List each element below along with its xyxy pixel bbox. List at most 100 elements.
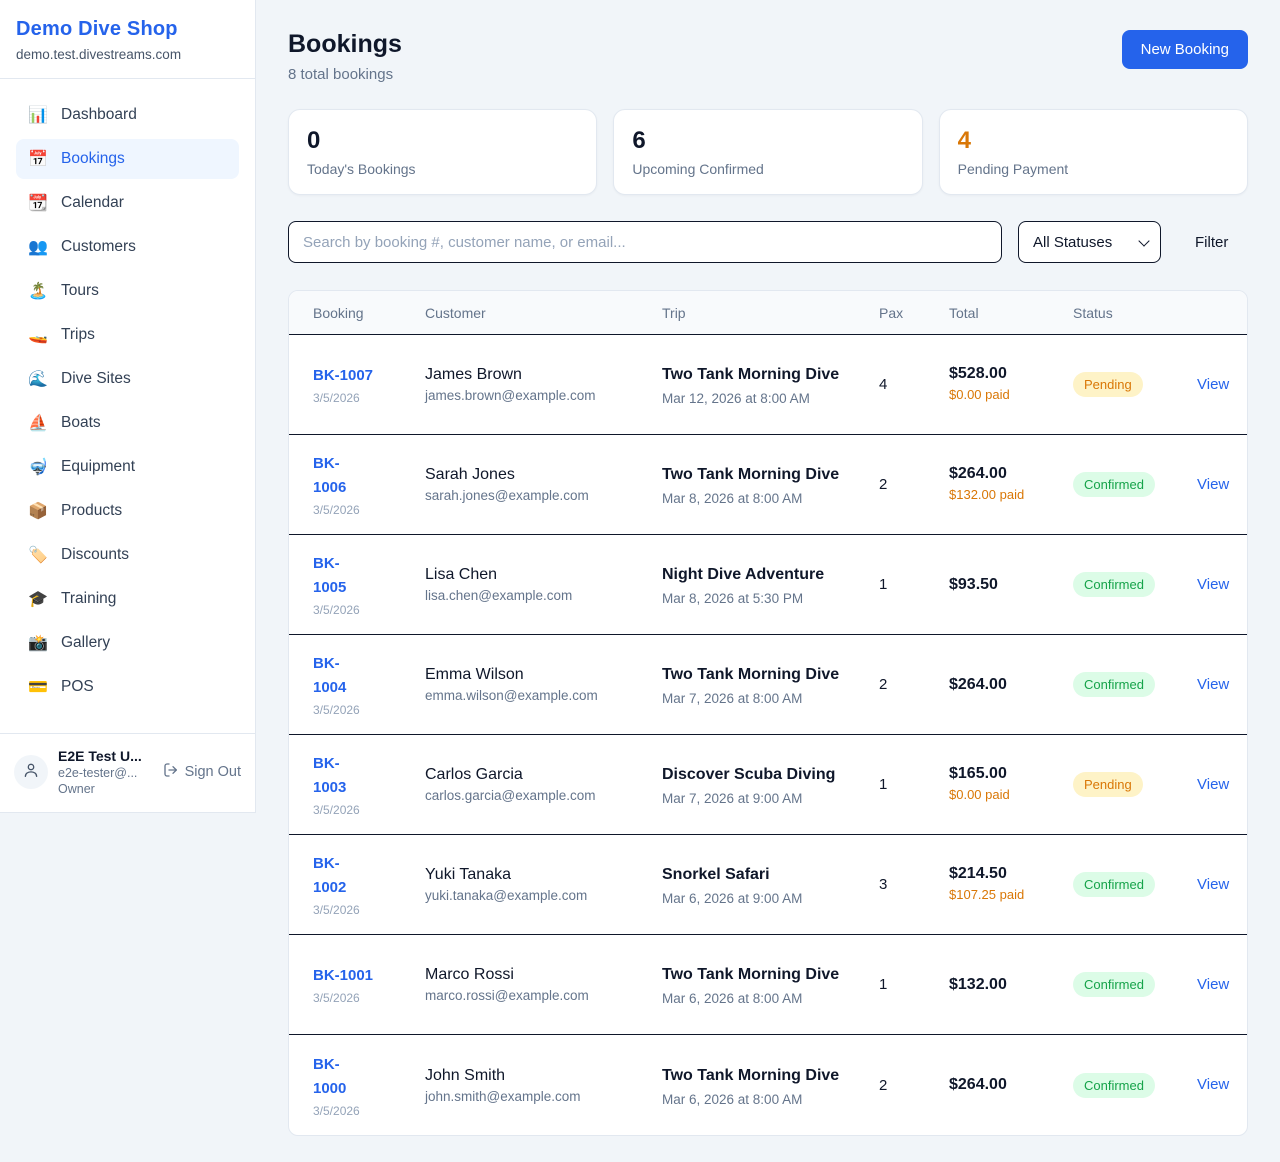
stat-value: 4 xyxy=(957,127,972,154)
paid-amount: $107.25 paid xyxy=(949,886,1025,902)
status-cell: Confirmed xyxy=(1073,872,1197,897)
customer-name: James Brown xyxy=(425,366,522,383)
view-link[interactable]: View xyxy=(1197,775,1230,793)
booking-id-link[interactable]: BK-1007 xyxy=(313,367,374,384)
sidebar-item-dive-sites[interactable]: 🌊 Dive Sites xyxy=(28,370,131,388)
booking-date: 3/5/2026 xyxy=(313,503,360,517)
brand-title[interactable]: Demo Dive Shop xyxy=(16,18,178,40)
booking-id-link[interactable]: BK- 1003 xyxy=(313,755,347,796)
total-amount: $528.00 xyxy=(949,364,1007,382)
view-link[interactable]: View xyxy=(1197,975,1230,993)
booking-cell: BK- 1006 3/5/2026 xyxy=(313,452,425,517)
page-header: Bookings 8 total bookings New Booking xyxy=(288,30,1248,83)
booking-id-link[interactable]: BK- 1004 xyxy=(313,655,347,696)
trip-datetime: Mar 12, 2026 at 8:00 AM xyxy=(662,391,810,406)
pax-count: 3 xyxy=(879,876,888,893)
booking-id-link[interactable]: BK- 1002 xyxy=(313,855,347,896)
trip-name: Snorkel Safari xyxy=(662,866,770,883)
table-row: BK- 1004 3/5/2026 Emma Wilson emma.wilso… xyxy=(289,635,1247,735)
avatar xyxy=(14,755,48,789)
trip-name: Discover Scuba Diving xyxy=(662,766,836,783)
view-link[interactable]: View xyxy=(1197,675,1230,693)
customer-cell: Emma Wilson emma.wilson@example.com xyxy=(425,666,662,703)
status-select-wrap: All Statuses xyxy=(1018,221,1161,263)
booking-id-link[interactable]: BK- 1000 xyxy=(313,1055,347,1097)
sign-out-button[interactable]: Sign Out xyxy=(163,762,241,782)
stat-card-pending-payment: 4 Pending Payment xyxy=(938,109,1248,195)
pax-count: 2 xyxy=(879,676,888,693)
status-cell: Confirmed xyxy=(1073,572,1197,597)
booking-date: 3/5/2026 xyxy=(313,391,360,405)
table-row: BK- 1005 3/5/2026 Lisa Chen lisa.chen@ex… xyxy=(289,535,1247,635)
customer-cell: Carlos Garcia carlos.garcia@example.com xyxy=(425,766,662,803)
search-input[interactable] xyxy=(288,221,1002,263)
customer-email: yuki.tanaka@example.com xyxy=(425,888,588,903)
user-meta: E2E Test U... e2e-tester@... Owner xyxy=(58,748,153,796)
stat-label: Pending Payment xyxy=(957,161,1069,177)
booking-id-link[interactable]: BK- 1006 xyxy=(313,455,347,496)
trip-datetime: Mar 8, 2026 at 5:30 PM xyxy=(662,591,804,606)
customer-cell: Lisa Chen lisa.chen@example.com xyxy=(425,566,662,603)
view-link[interactable]: View xyxy=(1197,1076,1230,1093)
total-cell: $264.00 xyxy=(949,676,1073,694)
customer-cell: Yuki Tanaka yuki.tanaka@example.com xyxy=(425,866,662,903)
customer-email: john.smith@example.com xyxy=(425,1088,581,1104)
trip-datetime: Mar 6, 2026 at 8:00 AM xyxy=(662,1091,803,1107)
trip-cell: Snorkel Safari Mar 6, 2026 at 9:00 AM xyxy=(662,863,879,906)
stat-label: Upcoming Confirmed xyxy=(632,161,764,177)
trip-datetime: Mar 6, 2026 at 9:00 AM xyxy=(662,891,803,906)
page-title: Bookings xyxy=(288,30,402,58)
new-booking-button[interactable]: New Booking xyxy=(1121,30,1248,69)
sidebar-item-tours[interactable]: 🏝️ Tours xyxy=(28,282,99,300)
sidebar-item-dashboard[interactable]: 📊 Dashboard xyxy=(28,106,137,124)
page-subtitle: 8 total bookings xyxy=(288,66,394,83)
total-amount: $214.50 xyxy=(949,864,1007,882)
customer-email: emma.wilson@example.com xyxy=(425,688,598,703)
booking-id-link[interactable]: BK-1001 xyxy=(313,967,374,984)
sidebar-item-trips[interactable]: 🚤 Trips xyxy=(28,326,95,344)
customer-name: Yuki Tanaka xyxy=(425,866,511,883)
sidebar-item-discounts[interactable]: 🏷️ Discounts xyxy=(28,546,130,564)
status-select[interactable]: All Statuses xyxy=(1018,221,1161,263)
stat-value: 0 xyxy=(307,127,321,154)
trip-cell: Two Tank Morning Dive Mar 8, 2026 at 8:0… xyxy=(662,463,879,506)
sidebar-item-gallery[interactable]: 📸 Gallery xyxy=(28,634,111,652)
status-cell: Pending xyxy=(1073,772,1197,797)
actions-cell: View xyxy=(1197,976,1231,994)
sidebar-item-customers[interactable]: 👥 Customers xyxy=(28,238,136,256)
pax-count: 1 xyxy=(879,576,888,593)
status-badge: Pending xyxy=(1073,372,1143,397)
table-header-row: Booking Customer Trip Pax Total Status xyxy=(289,291,1247,335)
column-header-total: Total xyxy=(949,304,979,321)
sidebar-item-products[interactable]: 📦 Products xyxy=(28,502,123,520)
table-row: BK-1001 3/5/2026 Marco Rossi marco.rossi… xyxy=(289,935,1247,1035)
sidebar-item-boats[interactable]: ⛵ Boats xyxy=(28,414,101,432)
view-link[interactable]: View xyxy=(1197,575,1230,593)
trip-cell: Two Tank Morning Dive Mar 12, 2026 at 8:… xyxy=(662,363,879,406)
trip-cell: Discover Scuba Diving Mar 7, 2026 at 9:0… xyxy=(662,763,879,806)
brand-domain: demo.test.divestreams.com xyxy=(16,47,182,62)
view-link[interactable]: View xyxy=(1197,475,1230,493)
total-cell: $93.50 xyxy=(949,576,1073,594)
sidebar-item-pos[interactable]: 💳 POS xyxy=(28,678,94,696)
page-header-titles: Bookings 8 total bookings xyxy=(288,30,402,83)
sign-out-label: Sign Out xyxy=(184,764,241,780)
customer-cell: Marco Rossi marco.rossi@example.com xyxy=(425,966,662,1003)
customer-email: marco.rossi@example.com xyxy=(425,988,589,1003)
trip-name: Two Tank Morning Dive xyxy=(662,366,840,383)
sidebar-item-bookings[interactable]: 📅 Bookings xyxy=(16,139,239,179)
booking-id-link[interactable]: BK- 1005 xyxy=(313,555,347,596)
view-link[interactable]: View xyxy=(1197,375,1230,393)
booking-date: 3/5/2026 xyxy=(313,603,360,617)
view-link[interactable]: View xyxy=(1197,875,1230,893)
sidebar-item-calendar[interactable]: 📆 Calendar xyxy=(28,194,124,212)
actions-cell: View xyxy=(1197,676,1231,694)
total-cell: $528.00 $0.00 paid xyxy=(949,365,1073,405)
status-badge: Pending xyxy=(1073,772,1143,797)
user-icon xyxy=(22,761,40,784)
sidebar-item-equipment[interactable]: 🤿 Equipment xyxy=(28,458,136,476)
total-cell: $165.00 $0.00 paid xyxy=(949,765,1073,805)
sidebar-item-training[interactable]: 🎓 Training xyxy=(28,590,117,608)
column-header-pax: Pax xyxy=(879,304,904,321)
customer-cell: Sarah Jones sarah.jones@example.com xyxy=(425,466,662,503)
